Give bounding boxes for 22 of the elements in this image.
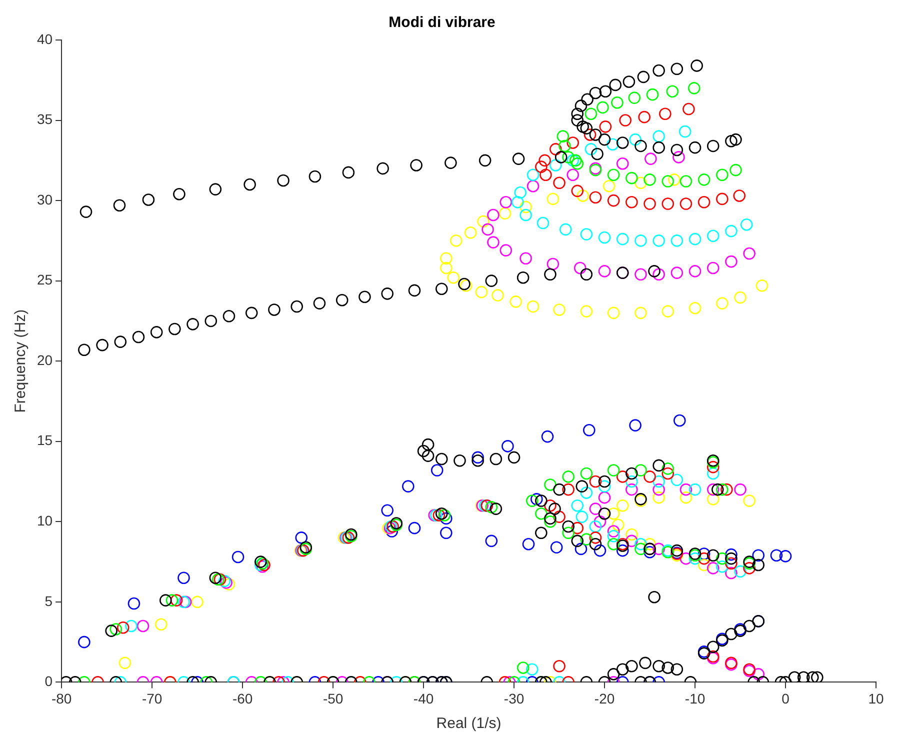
x-tick-label: -20 <box>594 690 615 706</box>
y-tick-label: 35 <box>36 111 53 128</box>
x-tick-label: -40 <box>413 690 434 706</box>
y-tick-label: 15 <box>36 432 53 448</box>
y-tick-label: 0 <box>44 673 53 690</box>
x-tick-label: -60 <box>232 690 253 706</box>
y-tick-label: 5 <box>44 592 53 609</box>
x-tick-label: -10 <box>684 690 706 706</box>
x-tick-label: -70 <box>142 690 162 706</box>
y-tick-label: 10 <box>36 512 53 529</box>
chart-title: Modi di vibrare <box>388 14 496 32</box>
x-tick-label: 10 <box>868 690 884 706</box>
y-tick-label: 20 <box>36 352 53 368</box>
x-tick-label: -30 <box>504 690 524 706</box>
y-tick-label: 40 <box>36 30 53 47</box>
y-tick-label: 30 <box>36 191 53 208</box>
x-tick-label: -50 <box>322 690 344 706</box>
x-tick-label: 0 <box>782 690 790 706</box>
y-axis-title: Frequency (Hz) <box>12 309 30 413</box>
x-axis-title: Real (1/s) <box>436 715 502 732</box>
y-tick-label: 25 <box>36 272 53 288</box>
x-tick-label: -80 <box>51 690 72 706</box>
